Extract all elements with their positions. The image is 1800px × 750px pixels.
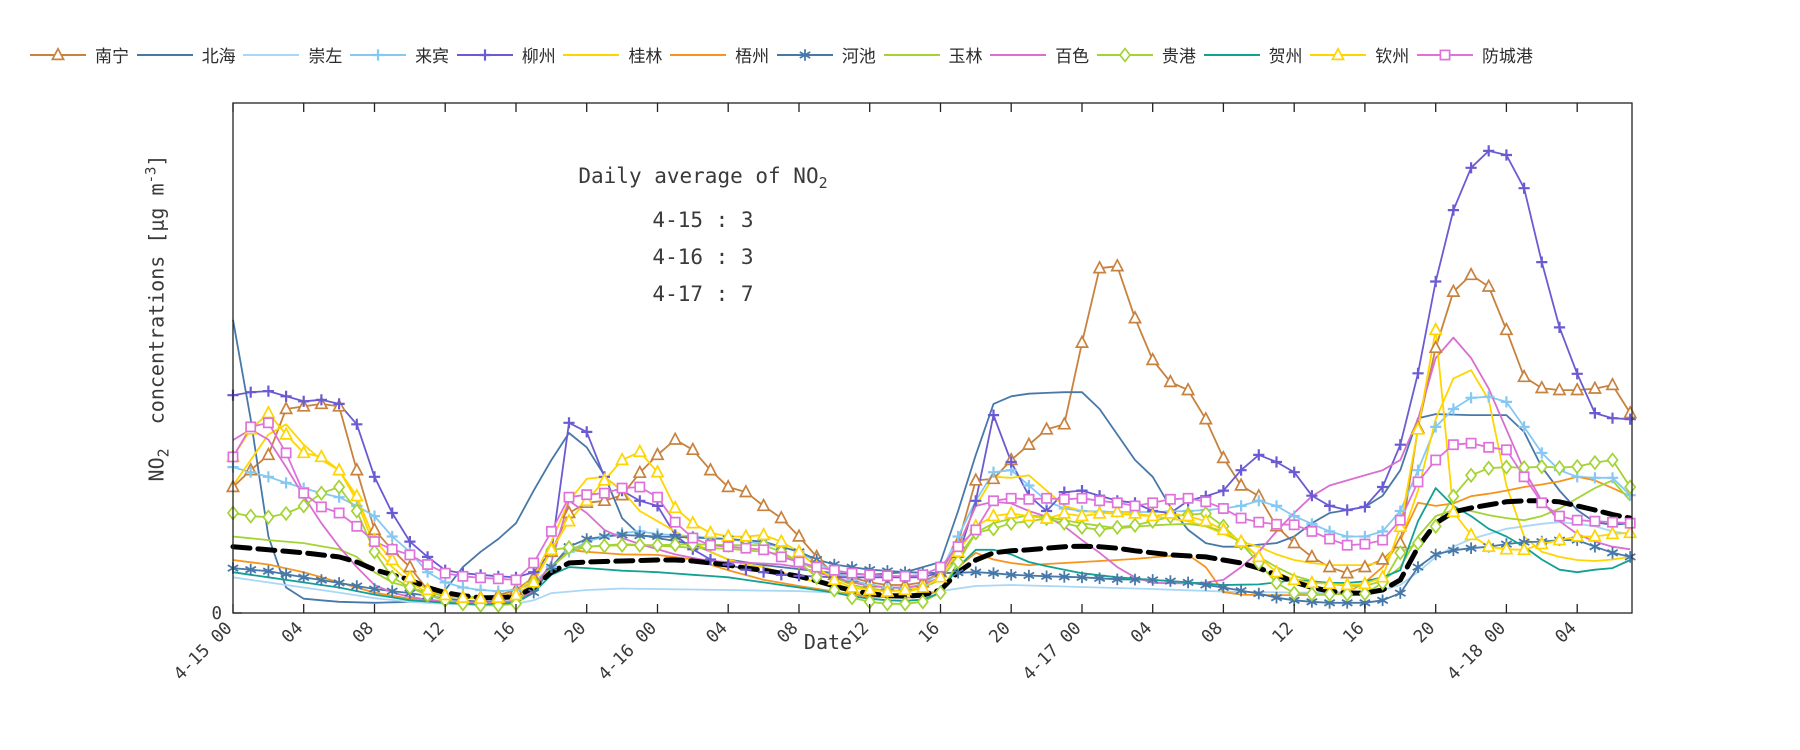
series-line-柳州: [232, 150, 1631, 579]
svg-text:04: 04: [1127, 618, 1156, 647]
svg-text:12: 12: [1269, 618, 1298, 647]
legend-item-桂林: 桂林: [561, 42, 662, 67]
legend-item-label: 北海: [201, 47, 236, 67]
legend: 南宁 北海 崇左 来宾 柳州 桂林 梧州 河池 玉林 百色 贵港 贺州 钦州 防城港: [28, 42, 1533, 67]
svg-text:08: 08: [1198, 618, 1227, 647]
legend-item-北海: 北海: [135, 42, 236, 67]
svg-text:4-17 00: 4-17 00: [1019, 618, 1085, 684]
legend-sample-none-icon: [1203, 53, 1260, 56]
legend-sample-asterisk-icon: [776, 48, 833, 61]
legend-sample-none-icon: [990, 53, 1047, 56]
series-markers-南宁: [225, 258, 1638, 603]
legend-sample-diamond-icon: [1096, 46, 1153, 63]
legend-item-百色: 百色: [988, 42, 1089, 67]
y-tick-label-zero: 0: [211, 604, 222, 624]
svg-text:16: 16: [915, 618, 944, 647]
svg-text:08: 08: [773, 618, 802, 647]
svg-text:04: 04: [703, 618, 732, 647]
svg-text:4-15 00: 4-15 00: [170, 618, 236, 684]
legend-item-label: 百色: [1055, 47, 1090, 67]
svg-text:08: 08: [349, 618, 378, 647]
annotation-line: 4-16 : 3: [652, 245, 754, 270]
series-markers-柳州: [227, 145, 1636, 583]
daily-average-annotation: Daily average of NO2 4-15 : 3 4-16 : 3 4…: [548, 158, 858, 313]
legend-item-柳州: 柳州: [455, 42, 556, 67]
legend-item-label: 贵港: [1161, 47, 1196, 67]
x-axis-label: Date: [803, 630, 853, 654]
legend-item-label: 南宁: [95, 47, 129, 67]
legend-item-贵港: 贵港: [1095, 42, 1196, 67]
legend-sample-plus-icon: [456, 48, 513, 61]
svg-text:20: 20: [561, 618, 590, 647]
svg-text:04: 04: [1552, 618, 1581, 647]
y-axis-label: NO2 concentrations [μg m-3]: [143, 154, 173, 482]
legend-item-label: 贺州: [1268, 47, 1303, 67]
x-tick-labels: 4-15 00 04 08 12 16 20 4-16 00 04 08 12 16 20 4-17 0…: [170, 618, 1581, 684]
legend-sample-none-icon: [243, 53, 300, 56]
legend-item-label: 柳州: [521, 47, 556, 67]
annotation-line: 4-17 : 7: [652, 282, 754, 307]
legend-item-label: 崇左: [308, 47, 343, 67]
legend-item-梧州: 梧州: [668, 42, 769, 67]
legend-item-防城港: 防城港: [1415, 42, 1533, 67]
annotation-line: 4-15 : 3: [652, 208, 754, 233]
legend-sample-none-icon: [670, 53, 727, 56]
legend-item-来宾: 来宾: [348, 42, 449, 67]
legend-item-label: 钦州: [1375, 47, 1410, 67]
legend-sample-none-icon: [563, 53, 620, 56]
legend-item-label: 来宾: [415, 47, 450, 67]
legend-sample-none-icon: [883, 53, 940, 56]
legend-item-label: 玉林: [948, 47, 983, 67]
legend-item-玉林: 玉林: [882, 42, 983, 67]
plot-border: [232, 102, 1633, 614]
svg-text:4-18 00: 4-18 00: [1444, 618, 1510, 684]
legend-item-label: 梧州: [735, 47, 770, 67]
legend-item-南宁: 南宁: [28, 42, 129, 67]
legend-item-label: 桂林: [628, 47, 663, 67]
annotation-title: Daily average of NO2: [578, 164, 828, 193]
legend-sample-triangle-icon: [30, 46, 86, 60]
series-markers-贵港: [226, 452, 1637, 614]
svg-text:12: 12: [420, 618, 449, 647]
svg-text:16: 16: [490, 618, 519, 647]
svg-text:20: 20: [986, 618, 1015, 647]
legend-sample-none-icon: [136, 53, 193, 56]
legend-sample-triangle-icon: [1310, 46, 1367, 60]
legend-sample-plus-icon: [350, 48, 407, 61]
legend-sample-square-icon: [1416, 49, 1473, 60]
series-line-防城港: [232, 421, 1631, 581]
legend-item-崇左: 崇左: [241, 42, 342, 67]
svg-text:4-16 00: 4-16 00: [595, 618, 661, 684]
svg-text:20: 20: [1410, 618, 1439, 647]
svg-text:16: 16: [1339, 618, 1368, 647]
legend-item-label: 防城港: [1481, 47, 1533, 67]
series-markers-防城港: [227, 417, 1636, 586]
legend-item-贺州: 贺州: [1202, 42, 1303, 67]
legend-item-河池: 河池: [775, 42, 876, 67]
legend-item-钦州: 钦州: [1308, 42, 1409, 67]
series-line-北海: [232, 319, 1631, 604]
axis-ticks: [232, 103, 1578, 614]
svg-text:04: 04: [278, 618, 307, 647]
legend-item-label: 河池: [841, 47, 876, 67]
